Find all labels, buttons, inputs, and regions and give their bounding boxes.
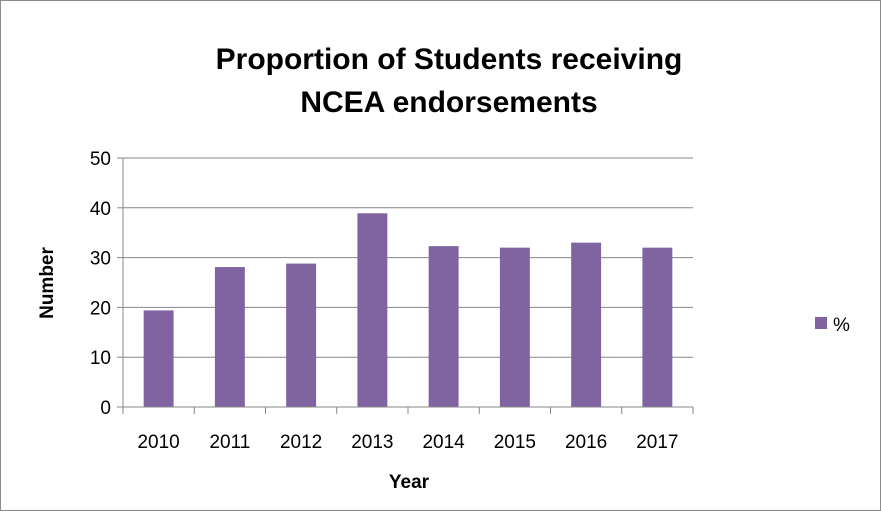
bar-2011 — [214, 267, 245, 407]
x-tick-label: 2016 — [565, 432, 607, 453]
y-tick-label: 0 — [100, 398, 111, 419]
gridlines — [123, 157, 693, 358]
chart-title-line-1: Proportion of Students receiving — [216, 43, 683, 76]
x-tick-label: 2013 — [351, 432, 393, 453]
bar-2012 — [286, 263, 317, 407]
bar-2010 — [143, 310, 174, 407]
x-tick-label: 2012 — [280, 432, 322, 453]
legend-label: % — [833, 315, 850, 336]
y-tick-label: 30 — [90, 249, 111, 270]
x-tick-label: 2011 — [209, 432, 250, 453]
x-axis-title: Year — [389, 472, 430, 493]
bar-2017 — [642, 247, 673, 407]
y-axis-title: Number — [37, 247, 58, 319]
bar-2016 — [571, 242, 602, 407]
bar-2014 — [428, 246, 459, 407]
bar-2013 — [357, 213, 388, 407]
x-tick-labels: 2010 2011 2012 2013 2014 2015 2016 2017 — [137, 432, 678, 453]
legend-swatch — [815, 317, 827, 329]
legend: % — [815, 315, 850, 336]
y-tick-label: 40 — [90, 199, 111, 220]
x-tick-label: 2015 — [494, 432, 536, 453]
bars — [143, 213, 673, 407]
chart-title-line-2: NCEA endorsements — [300, 86, 597, 119]
y-tick-label: 10 — [90, 348, 111, 369]
x-tick-label: 2014 — [422, 432, 465, 453]
y-tick-label: 20 — [90, 298, 111, 319]
axes — [117, 157, 694, 414]
x-tick-label: 2010 — [137, 432, 179, 453]
y-tick-labels: 0 10 20 30 40 50 — [90, 149, 111, 419]
x-tick-label: 2017 — [636, 432, 678, 453]
bar-2015 — [499, 247, 530, 407]
y-tick-label: 50 — [90, 149, 111, 170]
